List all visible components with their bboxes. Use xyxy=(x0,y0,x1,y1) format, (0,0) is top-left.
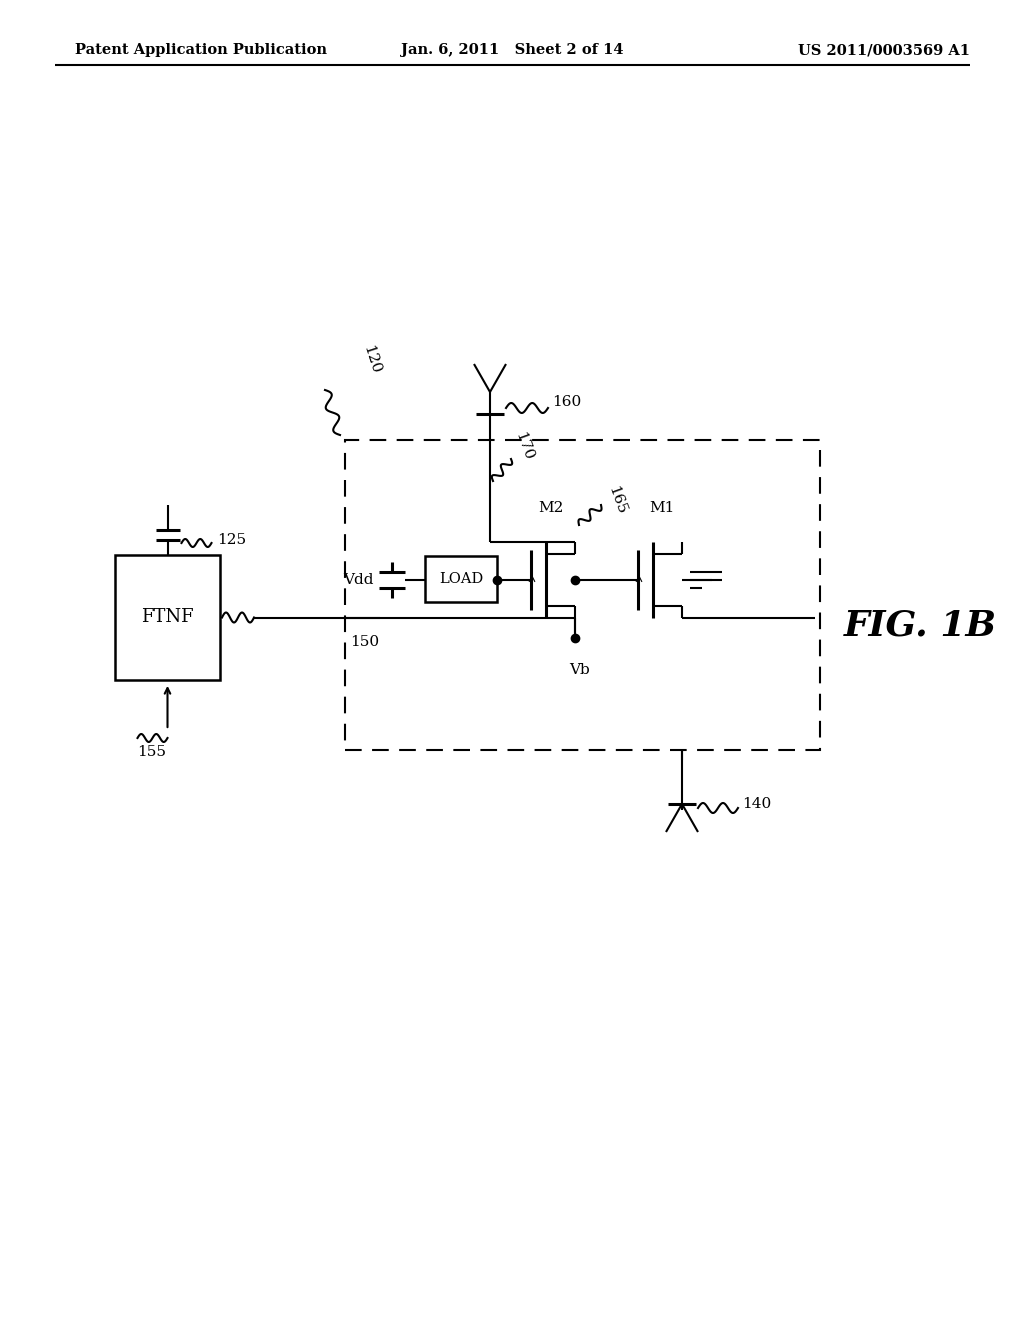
Text: 125: 125 xyxy=(217,533,247,546)
Text: US 2011/0003569 A1: US 2011/0003569 A1 xyxy=(798,44,970,57)
Text: M1: M1 xyxy=(649,502,675,515)
Text: 165: 165 xyxy=(605,484,628,516)
Text: FTNF: FTNF xyxy=(141,609,194,627)
Text: M2: M2 xyxy=(539,502,563,515)
Text: 120: 120 xyxy=(360,345,382,376)
Bar xyxy=(115,554,220,680)
Text: LOAD: LOAD xyxy=(439,572,483,586)
Text: 155: 155 xyxy=(137,744,167,759)
Bar xyxy=(425,556,497,602)
Text: Vb: Vb xyxy=(569,663,591,677)
Text: Vdd: Vdd xyxy=(343,573,374,587)
Text: 150: 150 xyxy=(350,635,379,649)
Text: Patent Application Publication: Patent Application Publication xyxy=(75,44,327,57)
Text: FIG. 1B: FIG. 1B xyxy=(844,609,996,642)
Text: Jan. 6, 2011   Sheet 2 of 14: Jan. 6, 2011 Sheet 2 of 14 xyxy=(400,44,624,57)
Text: 140: 140 xyxy=(742,797,771,810)
Text: 170: 170 xyxy=(512,430,536,462)
Text: 160: 160 xyxy=(552,395,582,409)
